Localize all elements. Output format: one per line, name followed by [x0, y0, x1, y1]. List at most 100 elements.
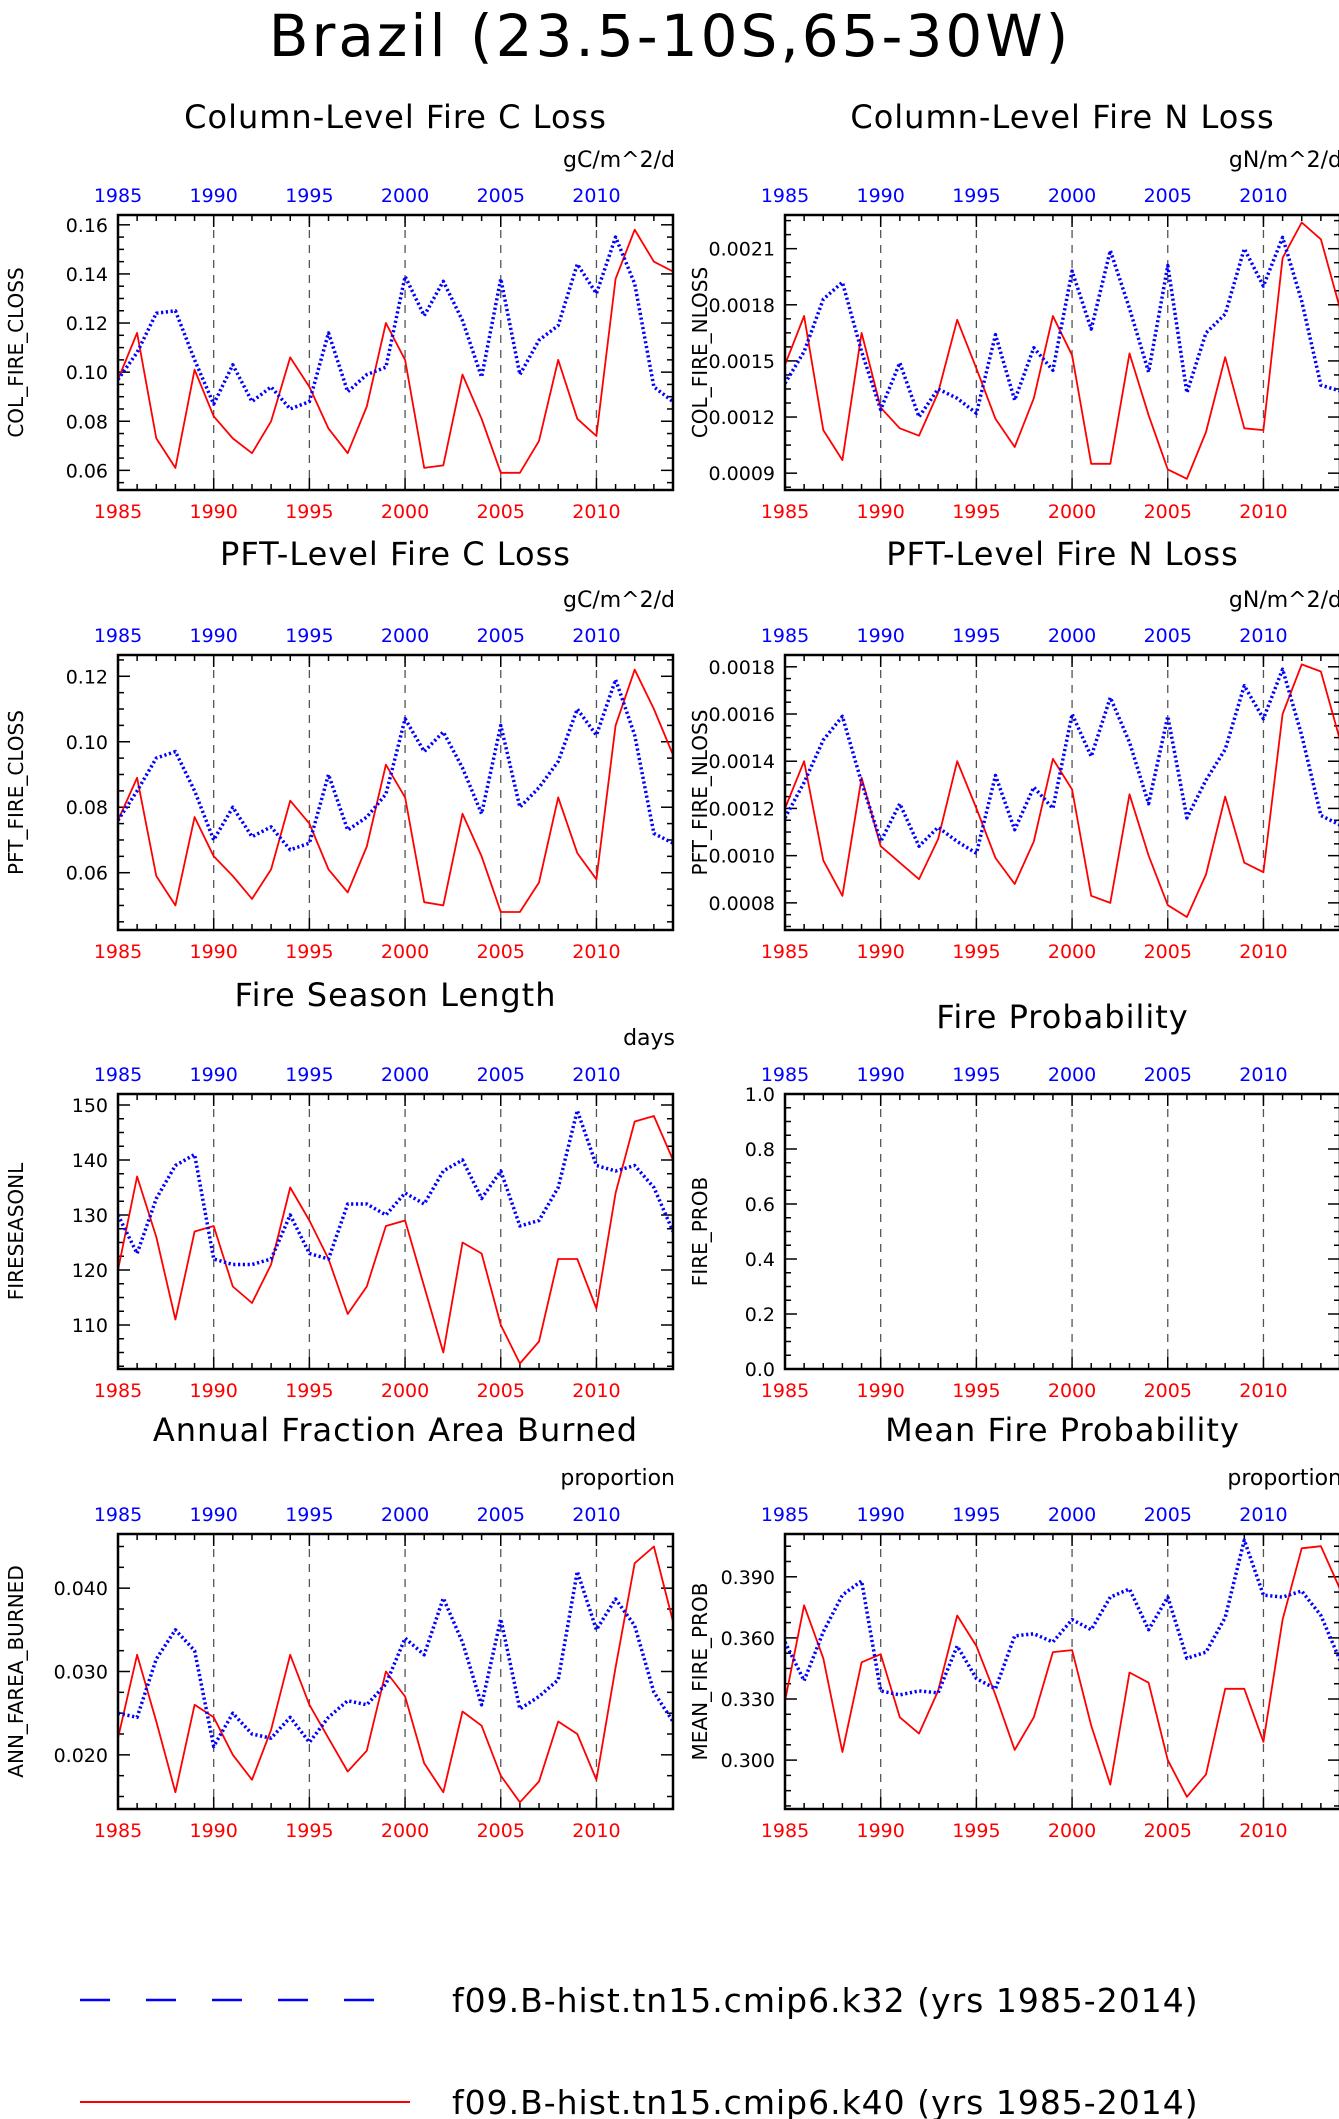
- x-tick-label-bottom: 2010: [572, 1820, 620, 1842]
- y-tick-label: 0.0012: [709, 798, 775, 820]
- x-tick-label-top: 1990: [190, 1504, 238, 1526]
- y-axis-label: COL_FIRE_NLOSS: [688, 267, 712, 438]
- series-line-k32: [785, 1538, 1339, 1697]
- y-tick-label: 1.0: [745, 1084, 775, 1106]
- x-tick-label-bottom: 1985: [94, 1820, 142, 1842]
- x-tick-label-bottom: 1990: [857, 941, 905, 963]
- y-tick-label: 0.0012: [709, 407, 775, 429]
- x-tick-label-top: 1990: [857, 1064, 905, 1086]
- legend-label-k32: f09.B-hist.tn15.cmip6.k32 (yrs 1985-2014…: [452, 1981, 1199, 2020]
- plot-frame: [783, 213, 1339, 492]
- panel-fire-season-length: Fire Season Length days 110 120 130 140 150 198…: [4, 976, 675, 1402]
- y-tick-label: 0.10: [66, 732, 108, 754]
- x-tick-label-bottom: 2005: [477, 1820, 525, 1842]
- series-line-k40: [118, 1545, 673, 1804]
- x-tick-label-bottom: 1995: [952, 1820, 1000, 1842]
- y-tick-label: 0.06: [66, 863, 108, 885]
- y-tick-label: 0.6: [745, 1194, 775, 1216]
- x-tick-label-bottom: 2005: [477, 941, 525, 963]
- plot-frame: [116, 1532, 675, 1811]
- x-tick-label-top: 2010: [1239, 185, 1287, 207]
- x-tick-label-bottom: 2010: [1239, 1380, 1287, 1402]
- panel-annual-fraction-area-burned: Annual Fraction Area Burned proportion 0.0…: [4, 1411, 675, 1842]
- y-axis-label: FIRESEASONL: [4, 1162, 28, 1300]
- x-tick-label-bottom: 1995: [285, 941, 333, 963]
- y-axis-label: MEAN_FIRE_PROB: [688, 1583, 712, 1761]
- x-tick-label-top: 1995: [952, 185, 1000, 207]
- legend-label-k40: f09.B-hist.tn15.cmip6.k40 (yrs 1985-2014…: [452, 2083, 1199, 2119]
- x-tick-label-bottom: 1985: [761, 501, 809, 523]
- y-axis-label: PFT_FIRE_CLOSS: [4, 710, 28, 875]
- x-tick-label-bottom: 2000: [381, 501, 429, 523]
- x-tick-label-top: 1985: [761, 625, 809, 647]
- panel-pft-level-fire-n-loss: PFT-Level Fire N Loss gN/m^2/d 0.0008 0.001…: [688, 535, 1339, 963]
- x-tick-label-bottom: 1985: [94, 941, 142, 963]
- x-tick-label-bottom: 1985: [94, 1380, 142, 1402]
- y-tick-label: 0.360: [721, 1628, 775, 1650]
- y-tick-label: 0.2: [745, 1304, 775, 1326]
- y-tick-label: 0.0009: [709, 463, 775, 485]
- x-tick-label-top: 1990: [857, 1504, 905, 1526]
- x-tick-label-bottom: 1995: [952, 941, 1000, 963]
- x-tick-label-top: 2005: [1144, 625, 1192, 647]
- y-tick-label: 0.14: [66, 264, 108, 286]
- y-tick-label: 0.0008: [709, 893, 775, 915]
- x-tick-label-bottom: 1995: [285, 501, 333, 523]
- x-tick-label-bottom: 1985: [761, 1820, 809, 1842]
- x-tick-label-bottom: 2000: [1048, 1380, 1096, 1402]
- x-tick-label-top: 2010: [1239, 1504, 1287, 1526]
- series-line-k40: [118, 228, 673, 474]
- y-tick-label: 0.10: [66, 362, 108, 384]
- y-axis-label: COL_FIRE_CLOSS: [4, 267, 28, 437]
- unit-label: gN/m^2/d: [1229, 148, 1339, 173]
- x-tick-label-top: 2000: [1048, 625, 1096, 647]
- x-tick-label-top: 1995: [952, 1504, 1000, 1526]
- panel-title: Fire Probability: [936, 998, 1188, 1036]
- y-tick-label: 0.030: [54, 1662, 108, 1684]
- unit-label: proportion: [1227, 1466, 1339, 1491]
- x-tick-label-bottom: 2010: [572, 501, 620, 523]
- x-tick-label-top: 1995: [285, 625, 333, 647]
- y-tick-label: 0.040: [54, 1578, 108, 1600]
- x-tick-label-top: 2010: [572, 1064, 620, 1086]
- x-tick-label-top: 2010: [1239, 1064, 1287, 1086]
- x-tick-label-top: 1985: [761, 185, 809, 207]
- series-line-k32: [118, 235, 673, 411]
- series-line-k40: [785, 663, 1339, 918]
- panels: Column-Level Fire C Loss gC/m^2/d 0.06 0.08…: [4, 98, 1339, 1842]
- x-tick-label-bottom: 2005: [1144, 941, 1192, 963]
- x-tick-label-top: 1990: [190, 185, 238, 207]
- x-tick-label-top: 2010: [572, 185, 620, 207]
- x-tick-label-top: 1990: [857, 185, 905, 207]
- y-tick-label: 0.12: [66, 666, 108, 688]
- x-tick-label-top: 1995: [952, 625, 1000, 647]
- x-tick-label-bottom: 1985: [761, 1380, 809, 1402]
- x-tick-label-top: 2005: [477, 185, 525, 207]
- plot-frame: [116, 1092, 675, 1371]
- x-tick-label-bottom: 1995: [952, 501, 1000, 523]
- y-tick-label: 0.08: [66, 797, 108, 819]
- x-tick-label-bottom: 2005: [477, 501, 525, 523]
- figure-title: Brazil (23.5-10S,65-30W): [269, 2, 1072, 70]
- x-tick-label-top: 1990: [190, 1064, 238, 1086]
- y-tick-label: 0.0: [745, 1359, 775, 1381]
- y-tick-label: 0.300: [721, 1750, 775, 1772]
- unit-label: gC/m^2/d: [563, 588, 675, 613]
- x-tick-label-top: 1985: [761, 1504, 809, 1526]
- x-tick-label-bottom: 2005: [1144, 501, 1192, 523]
- panel-title: Column-Level Fire N Loss: [850, 98, 1274, 136]
- y-tick-label: 0.4: [745, 1249, 775, 1271]
- y-tick-label: 0.390: [721, 1567, 775, 1589]
- plot-frame: [783, 653, 1339, 932]
- x-tick-label-bottom: 2000: [381, 941, 429, 963]
- y-tick-label: 0.0015: [709, 351, 775, 373]
- plot-frame: [116, 213, 675, 492]
- x-tick-label-top: 2005: [477, 1504, 525, 1526]
- x-tick-label-bottom: 1995: [285, 1380, 333, 1402]
- x-tick-label-top: 2000: [381, 185, 429, 207]
- y-tick-label: 0.0018: [709, 295, 775, 317]
- plot-frame: [783, 1092, 1339, 1371]
- y-axis-label: ANN_FAREA_BURNED: [4, 1565, 28, 1777]
- x-tick-label-bottom: 2005: [1144, 1380, 1192, 1402]
- unit-label: proportion: [560, 1466, 675, 1491]
